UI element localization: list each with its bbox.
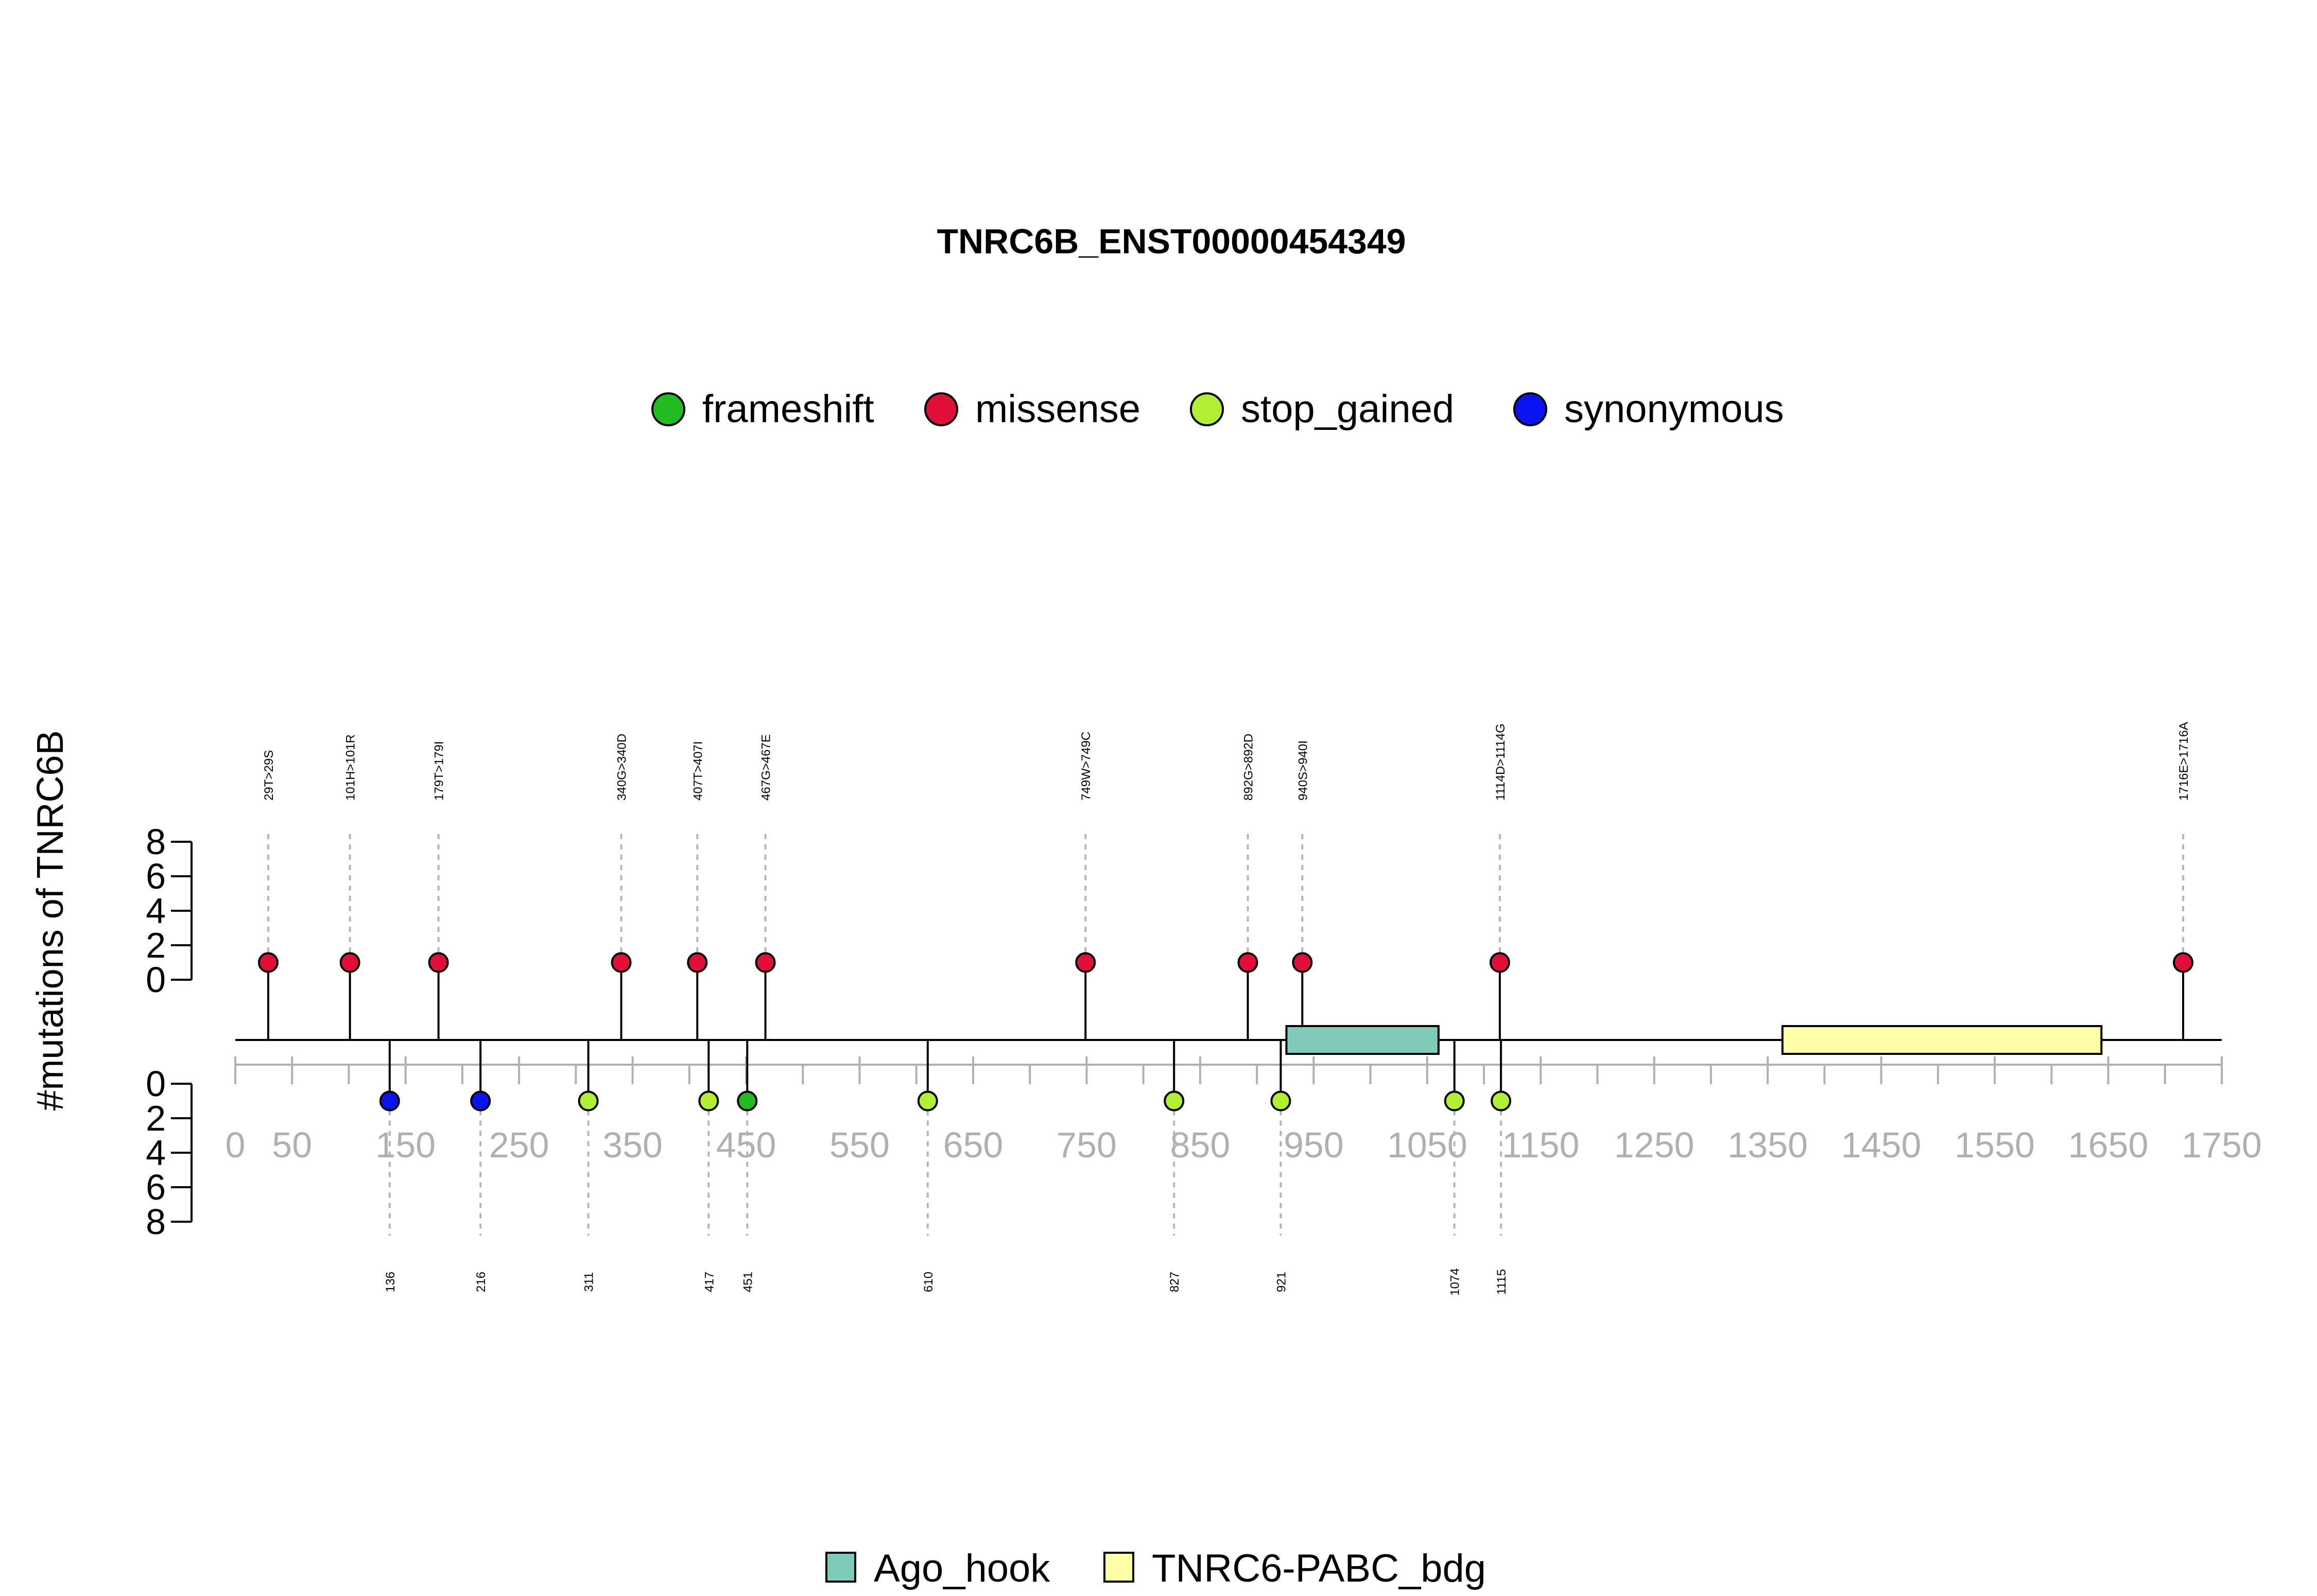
mutation-point bbox=[698, 1090, 719, 1112]
mutation-point bbox=[1444, 1090, 1465, 1112]
x-tick-label: 50 bbox=[272, 1125, 312, 1165]
legend-label: TNRC6-PABC_bdg bbox=[1152, 1547, 1486, 1590]
mutation-point bbox=[428, 952, 449, 973]
mutation-label: 921 bbox=[1274, 1272, 1288, 1292]
x-tick-label: 250 bbox=[489, 1125, 549, 1165]
mutation-point bbox=[687, 952, 708, 973]
legend-swatch bbox=[1103, 1552, 1134, 1583]
x-tick-label: 1250 bbox=[1614, 1125, 1694, 1165]
mutation-label: 749W>749C bbox=[1079, 732, 1093, 801]
mutation-point bbox=[1489, 952, 1510, 973]
legend-label: missense bbox=[975, 387, 1140, 431]
x-tick-label: 750 bbox=[1057, 1125, 1117, 1165]
y-tick-label-lower: 2 bbox=[146, 1098, 166, 1138]
mutation-point bbox=[1270, 1090, 1291, 1112]
mutation-label: 407T>407I bbox=[691, 741, 705, 801]
mutation-label: 417 bbox=[702, 1272, 716, 1292]
mutation-label: 940S>940I bbox=[1296, 740, 1310, 801]
legend-marker bbox=[1190, 392, 1224, 426]
mutation-point bbox=[917, 1090, 938, 1112]
legend-label: Ago_hook bbox=[874, 1547, 1050, 1590]
mutation-label: 136 bbox=[384, 1272, 397, 1292]
x-tick-label: 1750 bbox=[2182, 1125, 2262, 1165]
y-tick-label-upper: 0 bbox=[146, 960, 166, 1000]
x-tick-label: 650 bbox=[943, 1125, 1004, 1165]
domain-box bbox=[1285, 1025, 1440, 1055]
legend-label: frameshift bbox=[702, 387, 874, 431]
legend: frameshift missense stop_gained synonymous bbox=[651, 387, 1784, 431]
mutation-label: 467G>467E bbox=[759, 734, 773, 801]
mutation-label: 216 bbox=[474, 1272, 488, 1292]
y-tick-label-upper: 4 bbox=[146, 891, 166, 931]
mutation-label: 1074 bbox=[1448, 1268, 1462, 1295]
mutation-point bbox=[737, 1090, 758, 1112]
mutation-point bbox=[1237, 952, 1258, 973]
x-tick-label: 1350 bbox=[1727, 1125, 1808, 1165]
y-tick-label-lower: 8 bbox=[146, 1202, 166, 1242]
x-tick-label: 950 bbox=[1284, 1125, 1344, 1165]
chart-title: TNRC6B_ENST00000454349 bbox=[937, 222, 1406, 261]
legend-marker bbox=[651, 392, 685, 426]
mutation-label: 1115 bbox=[1495, 1269, 1509, 1295]
domain-box bbox=[1781, 1025, 2103, 1055]
mutation-point bbox=[339, 952, 360, 973]
legend-label: stop_gained bbox=[1241, 387, 1454, 431]
x-tick-label: 0 bbox=[226, 1125, 246, 1165]
x-tick-label: 550 bbox=[829, 1125, 890, 1165]
mutation-label: 610 bbox=[922, 1272, 936, 1292]
legend-marker bbox=[1513, 392, 1547, 426]
y-tick-label-lower: 6 bbox=[146, 1167, 166, 1207]
mutation-point bbox=[578, 1090, 599, 1112]
mutation-label: 311 bbox=[582, 1272, 596, 1292]
x-tick-label: 350 bbox=[602, 1125, 663, 1165]
mutation-point bbox=[2173, 952, 2194, 973]
mutation-label: 1716E>1716A bbox=[2177, 722, 2191, 801]
mutation-point bbox=[611, 952, 632, 973]
y-tick-label-upper: 2 bbox=[146, 925, 166, 965]
mutation-point bbox=[1292, 952, 1313, 973]
mutation-point bbox=[1491, 1090, 1512, 1112]
x-tick-label: 150 bbox=[375, 1125, 436, 1165]
x-tick-label: 1650 bbox=[2068, 1125, 2149, 1165]
legend-marker bbox=[924, 392, 958, 426]
x-tick-label: 1450 bbox=[1841, 1125, 1922, 1165]
mutation-label: 1114D>1114G bbox=[1494, 723, 1508, 801]
mutation-point bbox=[755, 952, 776, 973]
mutation-label: 29T>29S bbox=[262, 750, 276, 801]
x-tick-label: 850 bbox=[1170, 1125, 1230, 1165]
mutation-label: 451 bbox=[741, 1272, 755, 1292]
mutation-label: 340G>340D bbox=[615, 734, 629, 801]
mutation-point bbox=[257, 952, 279, 973]
y-axis-label: #mutations of TNRC6B bbox=[30, 731, 71, 1111]
legend-label: synonymous bbox=[1564, 387, 1784, 431]
y-tick-label-lower: 4 bbox=[146, 1133, 166, 1173]
mutation-point bbox=[1075, 952, 1096, 973]
mutation-label: 892G>892D bbox=[1241, 734, 1255, 801]
x-tick-label: 1150 bbox=[1502, 1125, 1580, 1165]
mutation-point bbox=[470, 1090, 491, 1112]
mutation-point bbox=[1164, 1090, 1185, 1112]
mutation-label: 179T>179I bbox=[433, 741, 446, 801]
x-tick-label: 1550 bbox=[1955, 1125, 2035, 1165]
domain-legend: Ago_hook TNRC6-PABC_bdg bbox=[825, 1547, 1486, 1590]
y-tick-label-upper: 6 bbox=[146, 856, 166, 896]
y-tick-label-upper: 8 bbox=[146, 822, 166, 862]
x-tick-label: 450 bbox=[716, 1125, 776, 1165]
mutation-label: 827 bbox=[1168, 1272, 1182, 1292]
mutation-label: 101H>101R bbox=[344, 734, 358, 801]
mutation-point bbox=[379, 1090, 400, 1112]
legend-swatch bbox=[825, 1552, 856, 1583]
y-tick-label-lower: 0 bbox=[146, 1064, 166, 1104]
